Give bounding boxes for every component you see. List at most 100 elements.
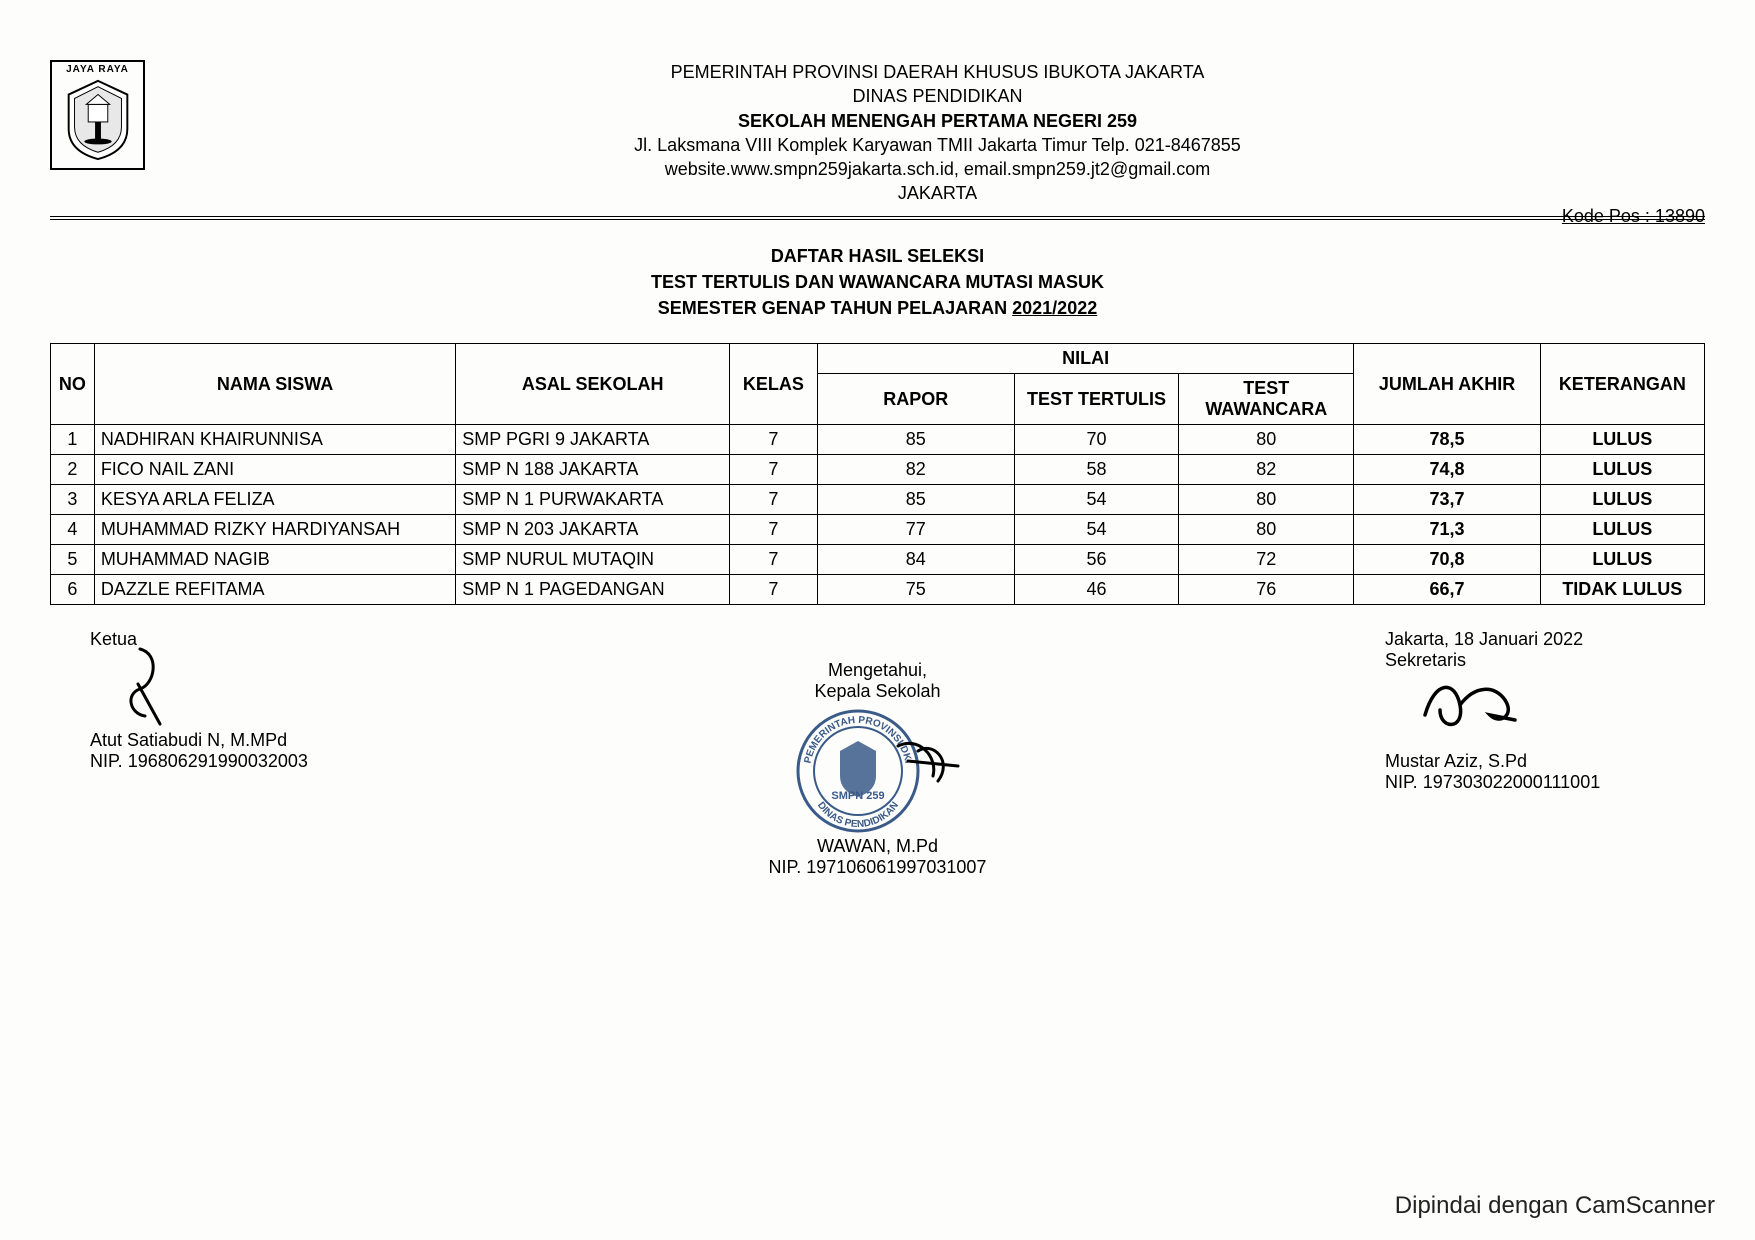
cell-jumlah: 74,8 xyxy=(1354,455,1540,485)
header-line2: DINAS PENDIDIKAN xyxy=(170,84,1705,108)
cell-tertulis: 56 xyxy=(1014,545,1178,575)
col-rapor: RAPOR xyxy=(817,374,1014,425)
sekretaris-name: Mustar Aziz, S.Pd xyxy=(1385,751,1705,772)
logo-container: JAYA RAYA xyxy=(50,60,150,170)
table-row: 5MUHAMMAD NAGIBSMP NURUL MUTAQIN78456727… xyxy=(51,545,1705,575)
cell-asal: SMP N 203 JAKARTA xyxy=(456,515,730,545)
cell-kelas: 7 xyxy=(730,545,818,575)
header-line1: PEMERINTAH PROVINSI DAERAH KHUSUS IBUKOT… xyxy=(170,60,1705,84)
cell-jumlah: 78,5 xyxy=(1354,425,1540,455)
ketua-signature-icon xyxy=(110,644,180,745)
cell-wawancara: 76 xyxy=(1179,575,1354,605)
cell-kelas: 7 xyxy=(730,425,818,455)
cell-nama: MUHAMMAD NAGIB xyxy=(94,545,455,575)
sekretaris-signature-icon xyxy=(1415,675,1525,746)
cell-no: 5 xyxy=(51,545,95,575)
school-stamp-icon: PEMERINTAH PROVINSI DKI DINAS PENDIDIKAN… xyxy=(788,706,968,836)
col-asal: ASAL SEKOLAH xyxy=(456,344,730,425)
cell-jumlah: 66,7 xyxy=(1354,575,1540,605)
cell-nama: DAZZLE REFITAMA xyxy=(94,575,455,605)
ketua-nip: NIP. 196806291990032003 xyxy=(90,751,410,772)
col-jumlah: JUMLAH AKHIR xyxy=(1354,344,1540,425)
cell-no: 2 xyxy=(51,455,95,485)
cell-ket: TIDAK LULUS xyxy=(1540,575,1704,605)
cell-wawancara: 72 xyxy=(1179,545,1354,575)
kode-pos: Kode Pos : 13890 xyxy=(50,206,1705,227)
cell-rapor: 82 xyxy=(817,455,1014,485)
col-ket: KETERANGAN xyxy=(1540,344,1704,425)
cell-ket: LULUS xyxy=(1540,515,1704,545)
header-line3: SEKOLAH MENENGAH PERTAMA NEGERI 259 xyxy=(170,109,1705,133)
cell-wawancara: 80 xyxy=(1179,485,1354,515)
col-no: NO xyxy=(51,344,95,425)
cell-kelas: 7 xyxy=(730,485,818,515)
col-kelas: KELAS xyxy=(730,344,818,425)
col-nilai: NILAI xyxy=(817,344,1354,374)
table-row: 1NADHIRAN KHAIRUNNISASMP PGRI 9 JAKARTA7… xyxy=(51,425,1705,455)
cell-tertulis: 46 xyxy=(1014,575,1178,605)
cell-no: 4 xyxy=(51,515,95,545)
cell-asal: SMP N 1 PAGEDANGAN xyxy=(456,575,730,605)
cell-ket: LULUS xyxy=(1540,485,1704,515)
cell-tertulis: 70 xyxy=(1014,425,1178,455)
header-line4: Jl. Laksmana VIII Komplek Karyawan TMII … xyxy=(170,133,1705,157)
kepala-name: WAWAN, M.Pd xyxy=(698,836,1058,857)
col-nama: NAMA SISWA xyxy=(94,344,455,425)
kepala-nip: NIP. 197106061997031007 xyxy=(698,857,1058,878)
cell-kelas: 7 xyxy=(730,575,818,605)
cell-nama: FICO NAIL ZANI xyxy=(94,455,455,485)
cell-jumlah: 70,8 xyxy=(1354,545,1540,575)
cell-asal: SMP NURUL MUTAQIN xyxy=(456,545,730,575)
header-line5: website.www.smpn259jakarta.sch.id, email… xyxy=(170,157,1705,181)
sekretaris-nip: NIP. 197303022000111001 xyxy=(1385,772,1705,793)
cell-tertulis: 54 xyxy=(1014,515,1178,545)
table-row: 4MUHAMMAD RIZKY HARDIYANSAHSMP N 203 JAK… xyxy=(51,515,1705,545)
cell-nama: NADHIRAN KHAIRUNNISA xyxy=(94,425,455,455)
kepala-label: Kepala Sekolah xyxy=(698,681,1058,702)
col-wawancara: TEST WAWANCARA xyxy=(1179,374,1354,425)
cell-jumlah: 71,3 xyxy=(1354,515,1540,545)
cell-jumlah: 73,7 xyxy=(1354,485,1540,515)
signature-kepala: Mengetahui, Kepala Sekolah PEMERINTAH PR… xyxy=(698,660,1058,878)
cell-rapor: 85 xyxy=(817,425,1014,455)
cell-asal: SMP N 188 JAKARTA xyxy=(456,455,730,485)
cell-wawancara: 82 xyxy=(1179,455,1354,485)
document-title: DAFTAR HASIL SELEKSI TEST TERTULIS DAN W… xyxy=(50,243,1705,321)
table-row: 3KESYA ARLA FELIZASMP N 1 PURWAKARTA7855… xyxy=(51,485,1705,515)
cell-tertulis: 58 xyxy=(1014,455,1178,485)
signature-date: Jakarta, 18 Januari 2022 xyxy=(1385,629,1705,650)
logo-frame: JAYA RAYA xyxy=(50,60,145,170)
header-line6: JAKARTA xyxy=(170,181,1705,205)
signature-sekretaris: Jakarta, 18 Januari 2022 Sekretaris Must… xyxy=(1385,629,1705,793)
table-row: 6DAZZLE REFITAMASMP N 1 PAGEDANGAN775467… xyxy=(51,575,1705,605)
cell-wawancara: 80 xyxy=(1179,425,1354,455)
cell-ket: LULUS xyxy=(1540,425,1704,455)
cell-nama: KESYA ARLA FELIZA xyxy=(94,485,455,515)
header-text: PEMERINTAH PROVINSI DAERAH KHUSUS IBUKOT… xyxy=(170,60,1705,206)
title-line1: DAFTAR HASIL SELEKSI xyxy=(50,243,1705,269)
letterhead: JAYA RAYA PEMERINTAH PROVINSI DAERAH KHU… xyxy=(50,60,1705,220)
table-row: 2FICO NAIL ZANISMP N 188 JAKARTA78258827… xyxy=(51,455,1705,485)
cell-asal: SMP N 1 PURWAKARTA xyxy=(456,485,730,515)
signature-ketua: Ketua Atut Satiabudi N, M.MPd NIP. 19680… xyxy=(90,629,410,793)
col-tertulis: TEST TERTULIS xyxy=(1014,374,1178,425)
cell-asal: SMP PGRI 9 JAKARTA xyxy=(456,425,730,455)
cell-rapor: 85 xyxy=(817,485,1014,515)
scan-footer: Dipindai dengan CamScanner xyxy=(1395,1192,1715,1220)
mengetahui-label: Mengetahui, xyxy=(698,660,1058,681)
cell-ket: LULUS xyxy=(1540,545,1704,575)
results-table: NO NAMA SISWA ASAL SEKOLAH KELAS NILAI J… xyxy=(50,343,1705,605)
cell-rapor: 75 xyxy=(817,575,1014,605)
cell-wawancara: 80 xyxy=(1179,515,1354,545)
cell-tertulis: 54 xyxy=(1014,485,1178,515)
cell-kelas: 7 xyxy=(730,515,818,545)
table-header-row-1: NO NAMA SISWA ASAL SEKOLAH KELAS NILAI J… xyxy=(51,344,1705,374)
cell-kelas: 7 xyxy=(730,455,818,485)
logo-text: JAYA RAYA xyxy=(66,64,129,75)
cell-no: 3 xyxy=(51,485,95,515)
cell-nama: MUHAMMAD RIZKY HARDIYANSAH xyxy=(94,515,455,545)
cell-ket: LULUS xyxy=(1540,455,1704,485)
jakarta-logo-icon xyxy=(58,75,138,163)
title-line2: TEST TERTULIS DAN WAWANCARA MUTASI MASUK xyxy=(50,269,1705,295)
cell-no: 6 xyxy=(51,575,95,605)
